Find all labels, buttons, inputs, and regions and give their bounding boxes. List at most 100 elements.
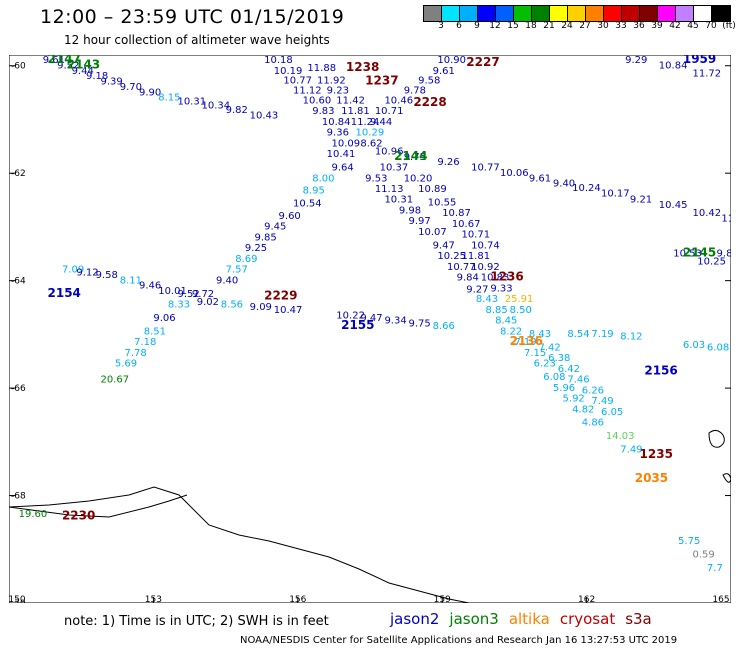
wave-height-value: 9.84 (457, 273, 479, 284)
wave-height-value: 9.64 (331, 163, 353, 174)
wave-height-value: 4.86 (582, 418, 604, 429)
wave-height-value: 10.01 (158, 286, 187, 297)
wave-height-value: 8.15 (158, 93, 180, 104)
wave-height-value: 7.19 (591, 329, 613, 340)
colorbar-swatch (622, 6, 640, 21)
wave-height-value: 5.69 (115, 359, 137, 370)
wave-height-value: 9.83 (312, 106, 334, 117)
colorbar-swatch (478, 6, 496, 21)
wave-height-value: 8.00 (312, 173, 334, 184)
wave-height-value: 6.38 (548, 353, 570, 364)
wave-height-value: 10.24 (572, 183, 601, 194)
colorbar-swatch (424, 6, 442, 21)
wave-height-value: 10.25 (697, 257, 726, 268)
colorbar-swatch (694, 6, 712, 21)
axis-ticks: 150 153 156 159 162 165 -60 -62 -64 -66 -68 -70 (9, 62, 731, 603)
colorbar-swatch (658, 6, 676, 21)
colorbar-label: 24 (561, 21, 573, 31)
wave-height-value: 7.57 (226, 265, 248, 276)
wave-height-value: 10.83 (481, 273, 510, 284)
wave-height-value: 9.53 (365, 173, 387, 184)
wave-height-value: 9.29 (625, 55, 647, 66)
wave-height-value: 10.07 (418, 227, 447, 238)
wave-height-value: 11.12 (721, 214, 731, 225)
wave-height-value: 6.08 (543, 372, 565, 383)
wave-height-value: 9.44 (72, 66, 94, 77)
wave-height-value: 9.21 (630, 195, 652, 206)
wave-height-value: 9.98 (399, 205, 421, 216)
wave-height-value: 9.90 (139, 87, 161, 98)
wave-height-value: 10.71 (375, 106, 404, 117)
wave-height-value: 10.09 (331, 138, 360, 149)
wave-height-value: 9.09 (250, 302, 272, 313)
wave-height-value: 8.62 (360, 138, 382, 149)
legend-item-s3a: s3a (625, 610, 652, 628)
wave-height-value: 11.42 (336, 95, 365, 106)
pass-number-label: 2144 (394, 149, 427, 163)
wave-height-value: 7.09 (62, 265, 84, 276)
wave-height-value: 10.60 (303, 95, 332, 106)
wave-height-value: 9.58 (96, 270, 118, 281)
colorbar-label: 6 (456, 21, 462, 31)
colorbar-swatch (550, 6, 568, 21)
wave-height-value: 6.03 (683, 340, 705, 351)
wave-height-value: 5.92 (563, 394, 585, 405)
colorbar-label: 18 (525, 21, 537, 31)
colorbar-swatch (514, 6, 532, 21)
wave-height-value: 8.66 (433, 321, 455, 332)
wave-height-value: 0.59 (692, 549, 714, 560)
wave-height-value: 9.61 (43, 55, 65, 66)
wave-height-value: 9.46 (139, 281, 161, 292)
wave-height-value: 11.72 (692, 68, 721, 79)
pass-number-label: 2143 (67, 57, 100, 71)
wave-height-value: 20.67 (100, 375, 129, 386)
wave-height-value: 7.78 (125, 348, 147, 359)
wave-height-value: 6.05 (601, 407, 623, 418)
pass-number-label: 1236 (490, 270, 523, 284)
wave-height-value: 10.42 (692, 208, 721, 219)
wave-height-value: 9.40 (216, 275, 238, 286)
wave-height-value: 11.81 (461, 251, 490, 262)
pass-number-label: 2035 (635, 471, 668, 485)
wave-height-value: 8.85 (486, 305, 508, 316)
wave-height-value: 10.19 (274, 66, 303, 77)
wave-height-value: 10.41 (327, 149, 356, 160)
wave-height-value: 9.52 (177, 289, 199, 300)
wave-height-value: 9.61 (529, 173, 551, 184)
footnote: note: 1) Time is in UTC; 2) SWH is in fe… (64, 614, 329, 629)
wave-height-value: 10.77 (283, 75, 312, 86)
pass-number-label: 1237 (365, 74, 398, 88)
wave-height-value: 10.92 (471, 262, 500, 273)
pass-number-label: 2154 (48, 286, 81, 300)
wave-height-value: 11.92 (317, 75, 346, 86)
wave-height-value: 9.82 (226, 105, 248, 116)
pass-number-label: 2145 (683, 245, 716, 259)
colorbar-label: 27 (579, 21, 591, 31)
lat-tick-label: -60 (11, 62, 26, 72)
pass-number-label: 2227 (466, 55, 499, 69)
lon-tick-label: 153 (145, 595, 162, 603)
colorbar-swatch (532, 6, 550, 21)
wave-height-value: 9.61 (433, 66, 455, 77)
wave-height-value: 10.20 (404, 173, 433, 184)
wave-height-value: 9.60 (279, 211, 301, 222)
colorbar-swatch (712, 6, 730, 21)
wave-height-value: 10.31 (384, 195, 413, 206)
wave-height-value: 9.52 (57, 60, 79, 71)
wave-height-value: 10.54 (293, 199, 322, 210)
satellite-legend: jason2 jason3 altika cryosat s3a (390, 610, 662, 628)
lat-tick-label: -64 (11, 277, 26, 287)
pass-number-label: 2228 (413, 95, 446, 109)
wave-height-value: 10.45 (659, 200, 688, 211)
wave-height-value: 9.44 (370, 117, 392, 128)
wave-height-value: 19.60 (19, 509, 48, 520)
wave-height-value: 10.31 (177, 96, 206, 107)
wave-height-value: 10.90 (437, 55, 466, 66)
wave-height-value: 9.33 (490, 283, 512, 294)
pass-number-label: 1235 (640, 447, 673, 461)
colorbar-label: 30 (597, 21, 609, 31)
colorbar-labels: 3 6 9 12 15 18 21 24 27 30 33 36 39 42 45 70 (ft) (423, 21, 736, 33)
wave-height-colorbar (423, 5, 731, 22)
wave-height-value: 7.42 (538, 342, 560, 353)
wave-height-value: 9.72 (192, 289, 214, 300)
